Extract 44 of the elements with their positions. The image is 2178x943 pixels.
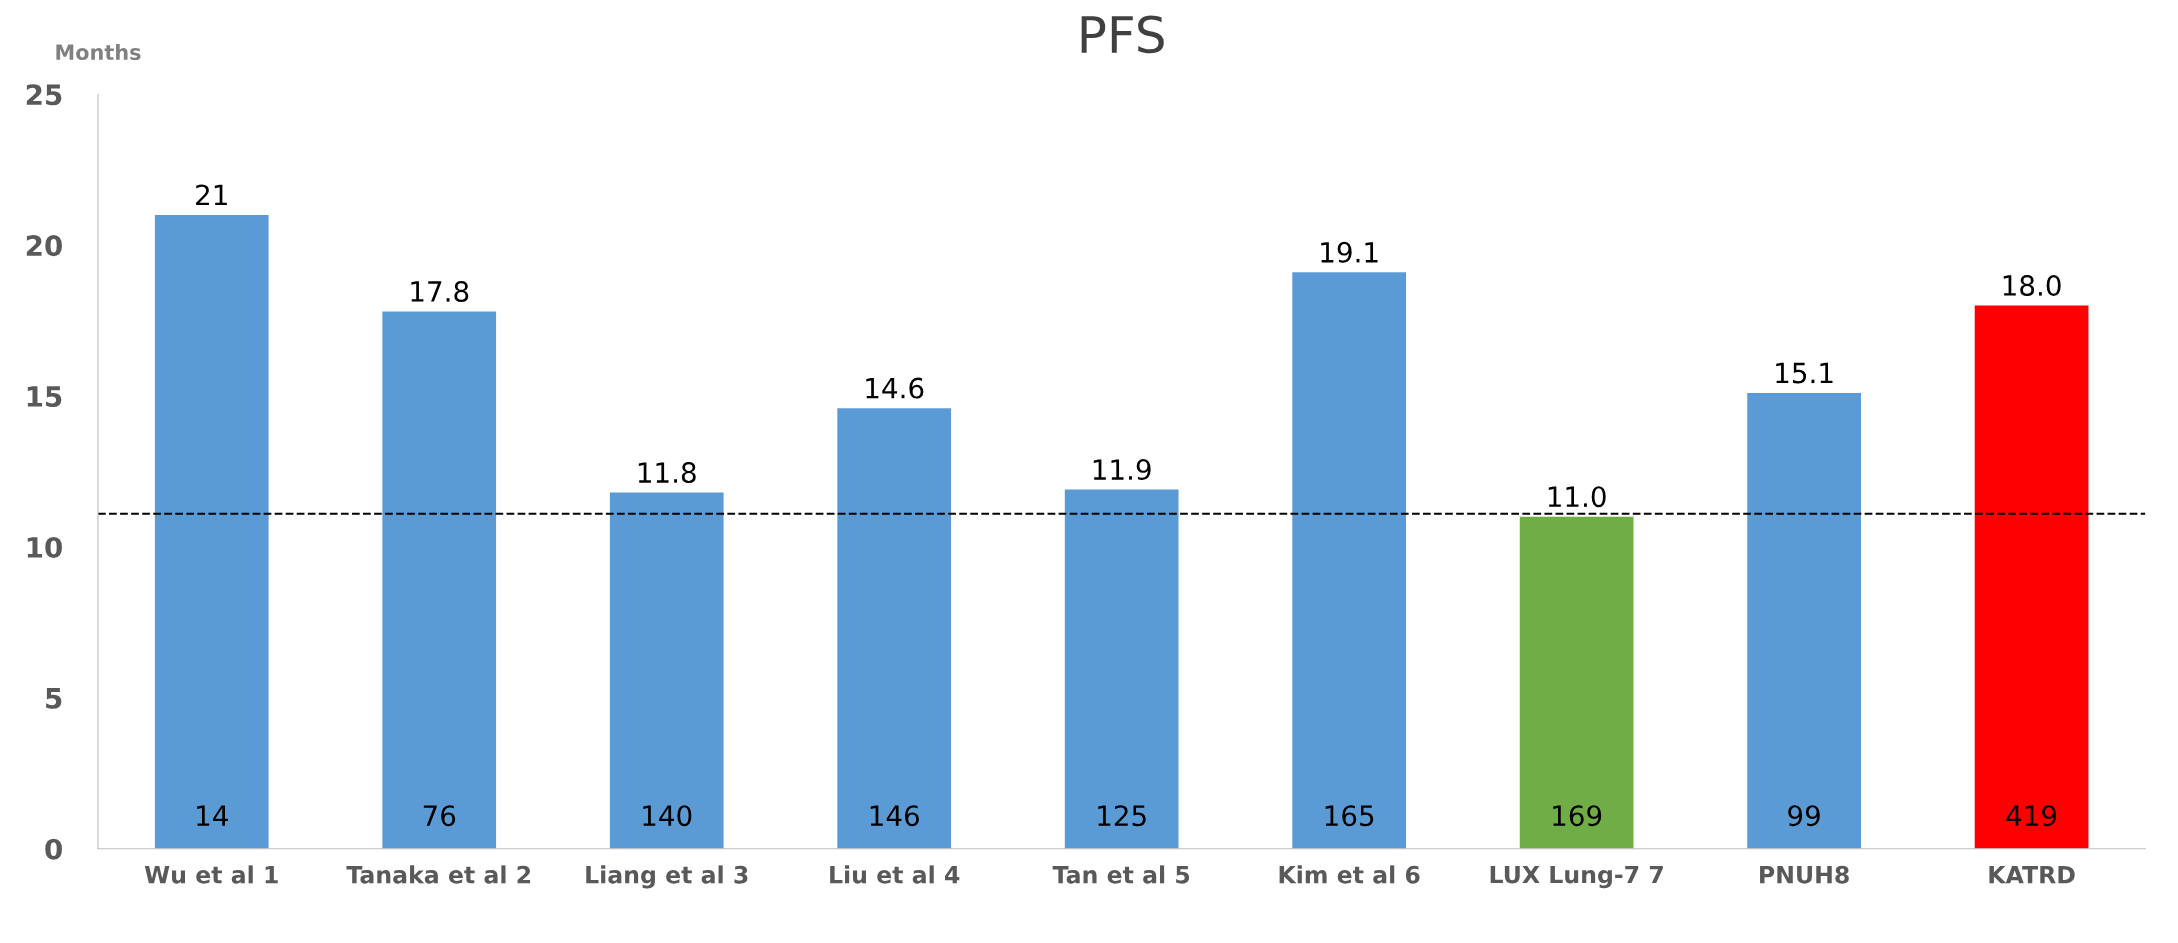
annotation: 125 — [1098, 805, 1146, 827]
y-tick-label: 20 — [26, 235, 62, 257]
annotation: 146 — [870, 805, 919, 827]
bar — [609, 492, 724, 849]
annotation: 99 — [1788, 805, 1820, 827]
bar — [382, 311, 497, 849]
x-tick-label: Kim et al 6 — [1279, 865, 1420, 884]
y-tick-label: 15 — [27, 386, 62, 408]
bar — [1292, 272, 1407, 849]
data-label: 11.0 — [1548, 486, 1606, 508]
annotation: 140 — [643, 805, 692, 827]
annotation: 14 — [197, 805, 228, 826]
bar — [837, 408, 952, 849]
x-tick-label: PNUH8 — [1760, 865, 1849, 884]
x-tick-label: LUX Lung-7 7 — [1490, 865, 1663, 889]
bar — [1064, 489, 1179, 849]
x-tick-label: Tan et al 5 — [1052, 865, 1190, 884]
bar — [154, 215, 269, 849]
data-label: 14.6 — [866, 377, 924, 399]
data-label: 15.1 — [1776, 362, 1833, 384]
annotation: 165 — [1325, 805, 1374, 827]
annotation: 169 — [1553, 805, 1602, 827]
data-label: 11.9 — [1093, 459, 1151, 481]
y-tick-label: 5 — [46, 688, 62, 709]
x-tick-label: Tanaka et al 2 — [346, 865, 531, 884]
data-label: 17.8 — [411, 281, 469, 303]
bar — [1519, 516, 1634, 849]
bar — [1974, 305, 2089, 849]
data-label: 21 — [196, 184, 227, 206]
x-tick-label: Liu et al 4 — [830, 865, 960, 884]
x-tick-label: Liang et al 3 — [586, 865, 748, 889]
chart-title: PFS — [1081, 15, 1164, 54]
y-tick-label: 10 — [27, 536, 62, 558]
x-tick-label: KATRD — [1989, 866, 2075, 884]
y-tick-label: 25 — [26, 84, 62, 106]
data-label: 18.0 — [2003, 274, 2061, 296]
annotation: 419 — [2006, 805, 2057, 827]
annotation: 76 — [423, 805, 456, 827]
y-tick-label: 0 — [45, 838, 62, 860]
x-tick-label: Wu et al 1 — [144, 865, 278, 884]
data-label: 19.1 — [1321, 241, 1378, 263]
y-axis-title: Months — [56, 43, 141, 61]
bar — [1747, 393, 1861, 849]
data-label: 11.8 — [638, 462, 696, 484]
